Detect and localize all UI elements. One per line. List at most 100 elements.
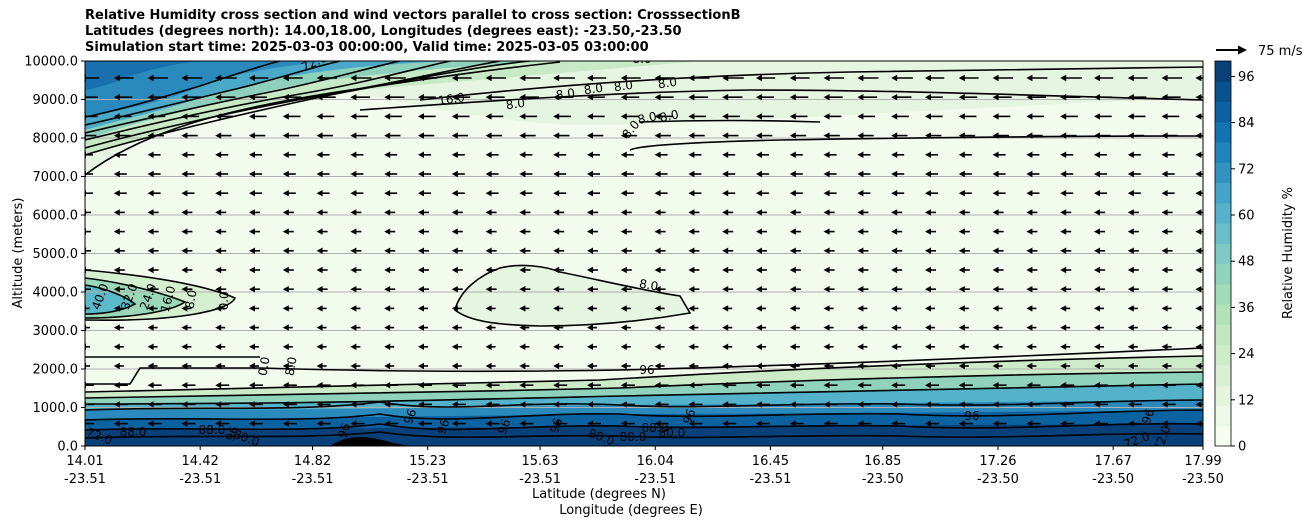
contour-label: 88.0 xyxy=(199,423,226,437)
wind-vector-head xyxy=(688,382,695,389)
wind-vector-head xyxy=(316,362,323,370)
wind-vector-head xyxy=(857,401,864,408)
wind-vector-head xyxy=(992,247,999,254)
wind-vector-head xyxy=(823,286,830,293)
colorbar-band xyxy=(1215,243,1231,265)
wind-vector-head xyxy=(722,151,729,158)
colorbar-band xyxy=(1215,425,1231,447)
wind-vector-head xyxy=(519,151,526,158)
wind-vector-head xyxy=(1161,151,1168,158)
wind-vector-head xyxy=(992,362,999,370)
wind-vector-head xyxy=(925,170,931,178)
x-tick-label-lat: 16.85 xyxy=(864,454,901,469)
wind-vector-head xyxy=(485,228,492,235)
wind-vector-head xyxy=(451,113,458,120)
wind-vector-head xyxy=(113,228,120,235)
wind-vector-head xyxy=(756,401,762,408)
wind-vector-head xyxy=(958,74,965,82)
wind-vector-head xyxy=(519,324,526,331)
wind-vector-head xyxy=(1195,286,1202,293)
colorbar-band xyxy=(1215,364,1231,386)
colorbar-band xyxy=(1215,182,1231,204)
wind-vector-head xyxy=(1161,305,1168,312)
wind-vector-head xyxy=(451,132,458,139)
wind-vector-head xyxy=(722,170,729,178)
wind-vector-head xyxy=(316,190,323,197)
wind-vector-head xyxy=(553,382,560,389)
wind-vector-head xyxy=(823,113,830,120)
wind-vector-head xyxy=(350,190,357,197)
wind-vector-head xyxy=(620,305,627,312)
contour-label: 96 xyxy=(401,407,419,426)
wind-vector-head xyxy=(620,343,627,350)
wind-vector-head xyxy=(756,247,762,254)
wind-vector-head xyxy=(384,362,391,370)
wind-vector-head xyxy=(620,151,627,158)
wind-vector-head xyxy=(553,94,560,101)
wind-vector-head xyxy=(1195,113,1202,120)
wind-vector-head xyxy=(992,132,999,139)
contour-label: 8.0 xyxy=(613,78,634,95)
wind-vector-head xyxy=(1094,247,1100,254)
wind-vector-head xyxy=(722,113,729,120)
wind-vector-head xyxy=(789,113,796,120)
wind-vector-head xyxy=(1161,266,1168,274)
wind-vector-head xyxy=(485,286,492,293)
wind-vector-head xyxy=(350,247,357,254)
wind-vector-head xyxy=(958,305,965,312)
wind-vector-head xyxy=(891,113,898,120)
x-tick-label-lat: 17.99 xyxy=(1184,454,1221,469)
contour-lines xyxy=(85,61,1203,439)
wind-vector-head xyxy=(418,209,424,216)
wind-vector-head xyxy=(857,286,864,293)
wind-vector-head xyxy=(958,266,965,274)
wind-vector-head xyxy=(553,324,560,331)
wind-vector-head xyxy=(147,190,154,197)
contour-label: 96 xyxy=(434,417,452,436)
wind-vector-head xyxy=(891,209,898,216)
wind-vector-head xyxy=(147,151,154,158)
wind-vector-head xyxy=(1094,266,1100,274)
wind-vector-head xyxy=(485,343,492,350)
wind-vector-head xyxy=(350,151,357,158)
wind-vector-head xyxy=(1127,247,1134,254)
wind-vector-head xyxy=(587,305,593,312)
colorbar-tick-label: 60 xyxy=(1238,209,1255,224)
wind-vector-head xyxy=(891,324,898,331)
wind-vector-head xyxy=(249,228,255,235)
wind-vector-head xyxy=(113,247,120,254)
wind-vector-head xyxy=(857,420,864,427)
wind-vector-head xyxy=(823,247,830,254)
wind-vector-head xyxy=(688,420,695,427)
colorbar: 0 12 24 36 48 60 72 84 96 xyxy=(1214,60,1255,455)
wind-vector-head xyxy=(891,382,898,389)
wind-vector-head xyxy=(756,420,762,427)
wind-vector-head xyxy=(1195,324,1202,331)
wind-vector-head xyxy=(519,132,526,139)
wind-vector-head xyxy=(147,170,154,178)
wind-vector-head xyxy=(350,228,357,235)
wind-vector-head xyxy=(316,151,323,158)
y-tick-label: 8000.0 xyxy=(33,132,79,147)
y-tick-label: 10000.0 xyxy=(24,55,78,70)
wind-vector-head xyxy=(113,362,120,370)
wind-vector-head xyxy=(688,324,695,331)
wind-vector-head xyxy=(1127,228,1134,235)
wind-vector-head xyxy=(1127,74,1134,82)
wind-vector-head xyxy=(823,266,830,274)
wind-vector-head xyxy=(519,74,526,82)
wind-vector-head xyxy=(519,190,526,197)
wind-vector-head xyxy=(249,170,255,178)
wind-vector-head xyxy=(857,362,864,370)
wind-vector-head xyxy=(992,382,999,389)
wind-vector-head xyxy=(654,209,661,216)
wind-vector-head xyxy=(756,190,762,197)
wind-vector-head xyxy=(1026,305,1033,312)
wind-vector-head xyxy=(823,362,830,370)
wind-vector-head xyxy=(1026,266,1033,274)
wind-vector-head xyxy=(147,401,154,408)
wind-vector-head xyxy=(992,420,999,427)
wind-vector-head xyxy=(1060,170,1067,178)
y-tick-label: 2000.0 xyxy=(33,363,79,378)
title-line-2: Latitudes (degrees north): 14.00,18.00, … xyxy=(85,24,682,39)
